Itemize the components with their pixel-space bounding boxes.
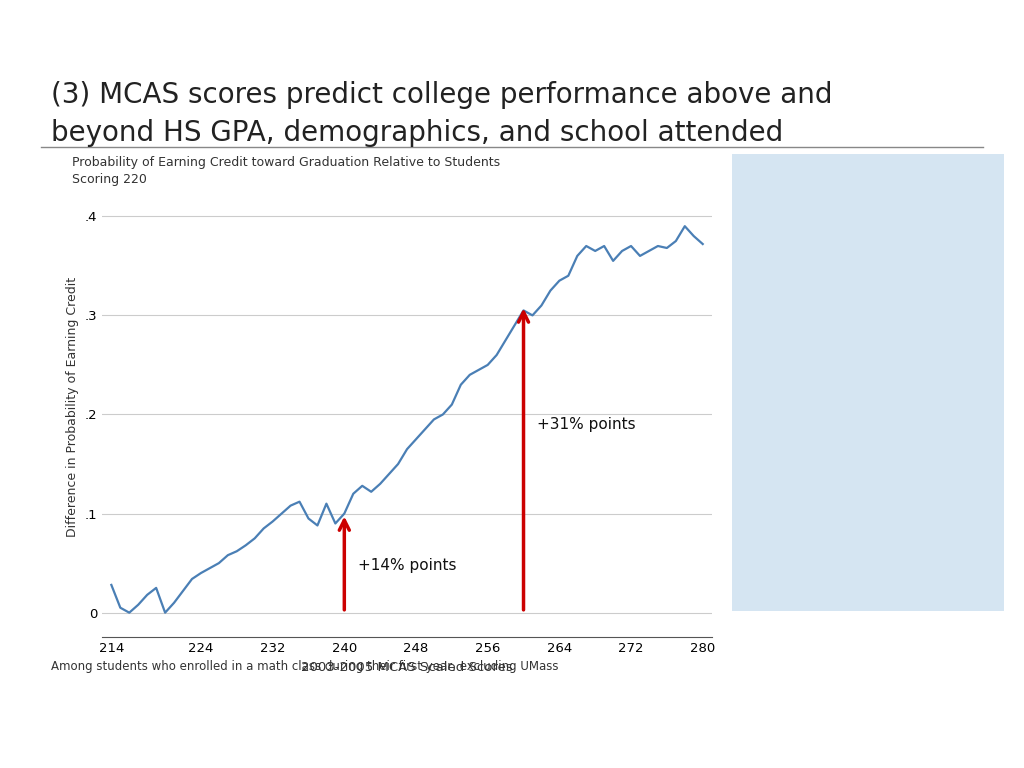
Text: more likely: more likely xyxy=(775,449,867,464)
Text: attended: attended xyxy=(775,325,851,340)
Y-axis label: Difference in Probability of Earning Credit: Difference in Probability of Earning Cre… xyxy=(67,277,79,537)
Text: Students scoring 260 are
31% points: Students scoring 260 are 31% points xyxy=(775,387,961,422)
Text: similar GPAs,: similar GPAs, xyxy=(775,232,884,247)
Text: to earn college credit
towards graduation than
similar students scoring
220.: to earn college credit towards graduatio… xyxy=(775,480,957,553)
Text: 33: 33 xyxy=(965,743,986,760)
Text: ■: ■ xyxy=(749,170,763,184)
Text: +31% points: +31% points xyxy=(537,417,636,432)
Text: +14% points: +14% points xyxy=(357,558,457,573)
Text: Among students who enrolled in a math class during their first year, excluding U: Among students who enrolled in a math cl… xyxy=(51,660,559,673)
Text: We compare students
with: We compare students with xyxy=(775,170,936,204)
Text: beyond HS GPA, demographics, and school attended: beyond HS GPA, demographics, and school … xyxy=(51,119,783,147)
Text: (3) MCAS scores predict college performance above and: (3) MCAS scores predict college performa… xyxy=(51,81,833,108)
Text: .: . xyxy=(928,325,932,340)
Text: demographics, high: demographics, high xyxy=(775,263,940,278)
Text: Probability of Earning Credit toward Graduation Relative to Students
Scoring 220: Probability of Earning Credit toward Gra… xyxy=(72,156,500,186)
Text: school, & college: school, & college xyxy=(775,294,916,309)
X-axis label: 2003-2005 MCAS Scaled Scores: 2003-2005 MCAS Scaled Scores xyxy=(301,660,513,674)
Text: ■: ■ xyxy=(749,387,763,402)
